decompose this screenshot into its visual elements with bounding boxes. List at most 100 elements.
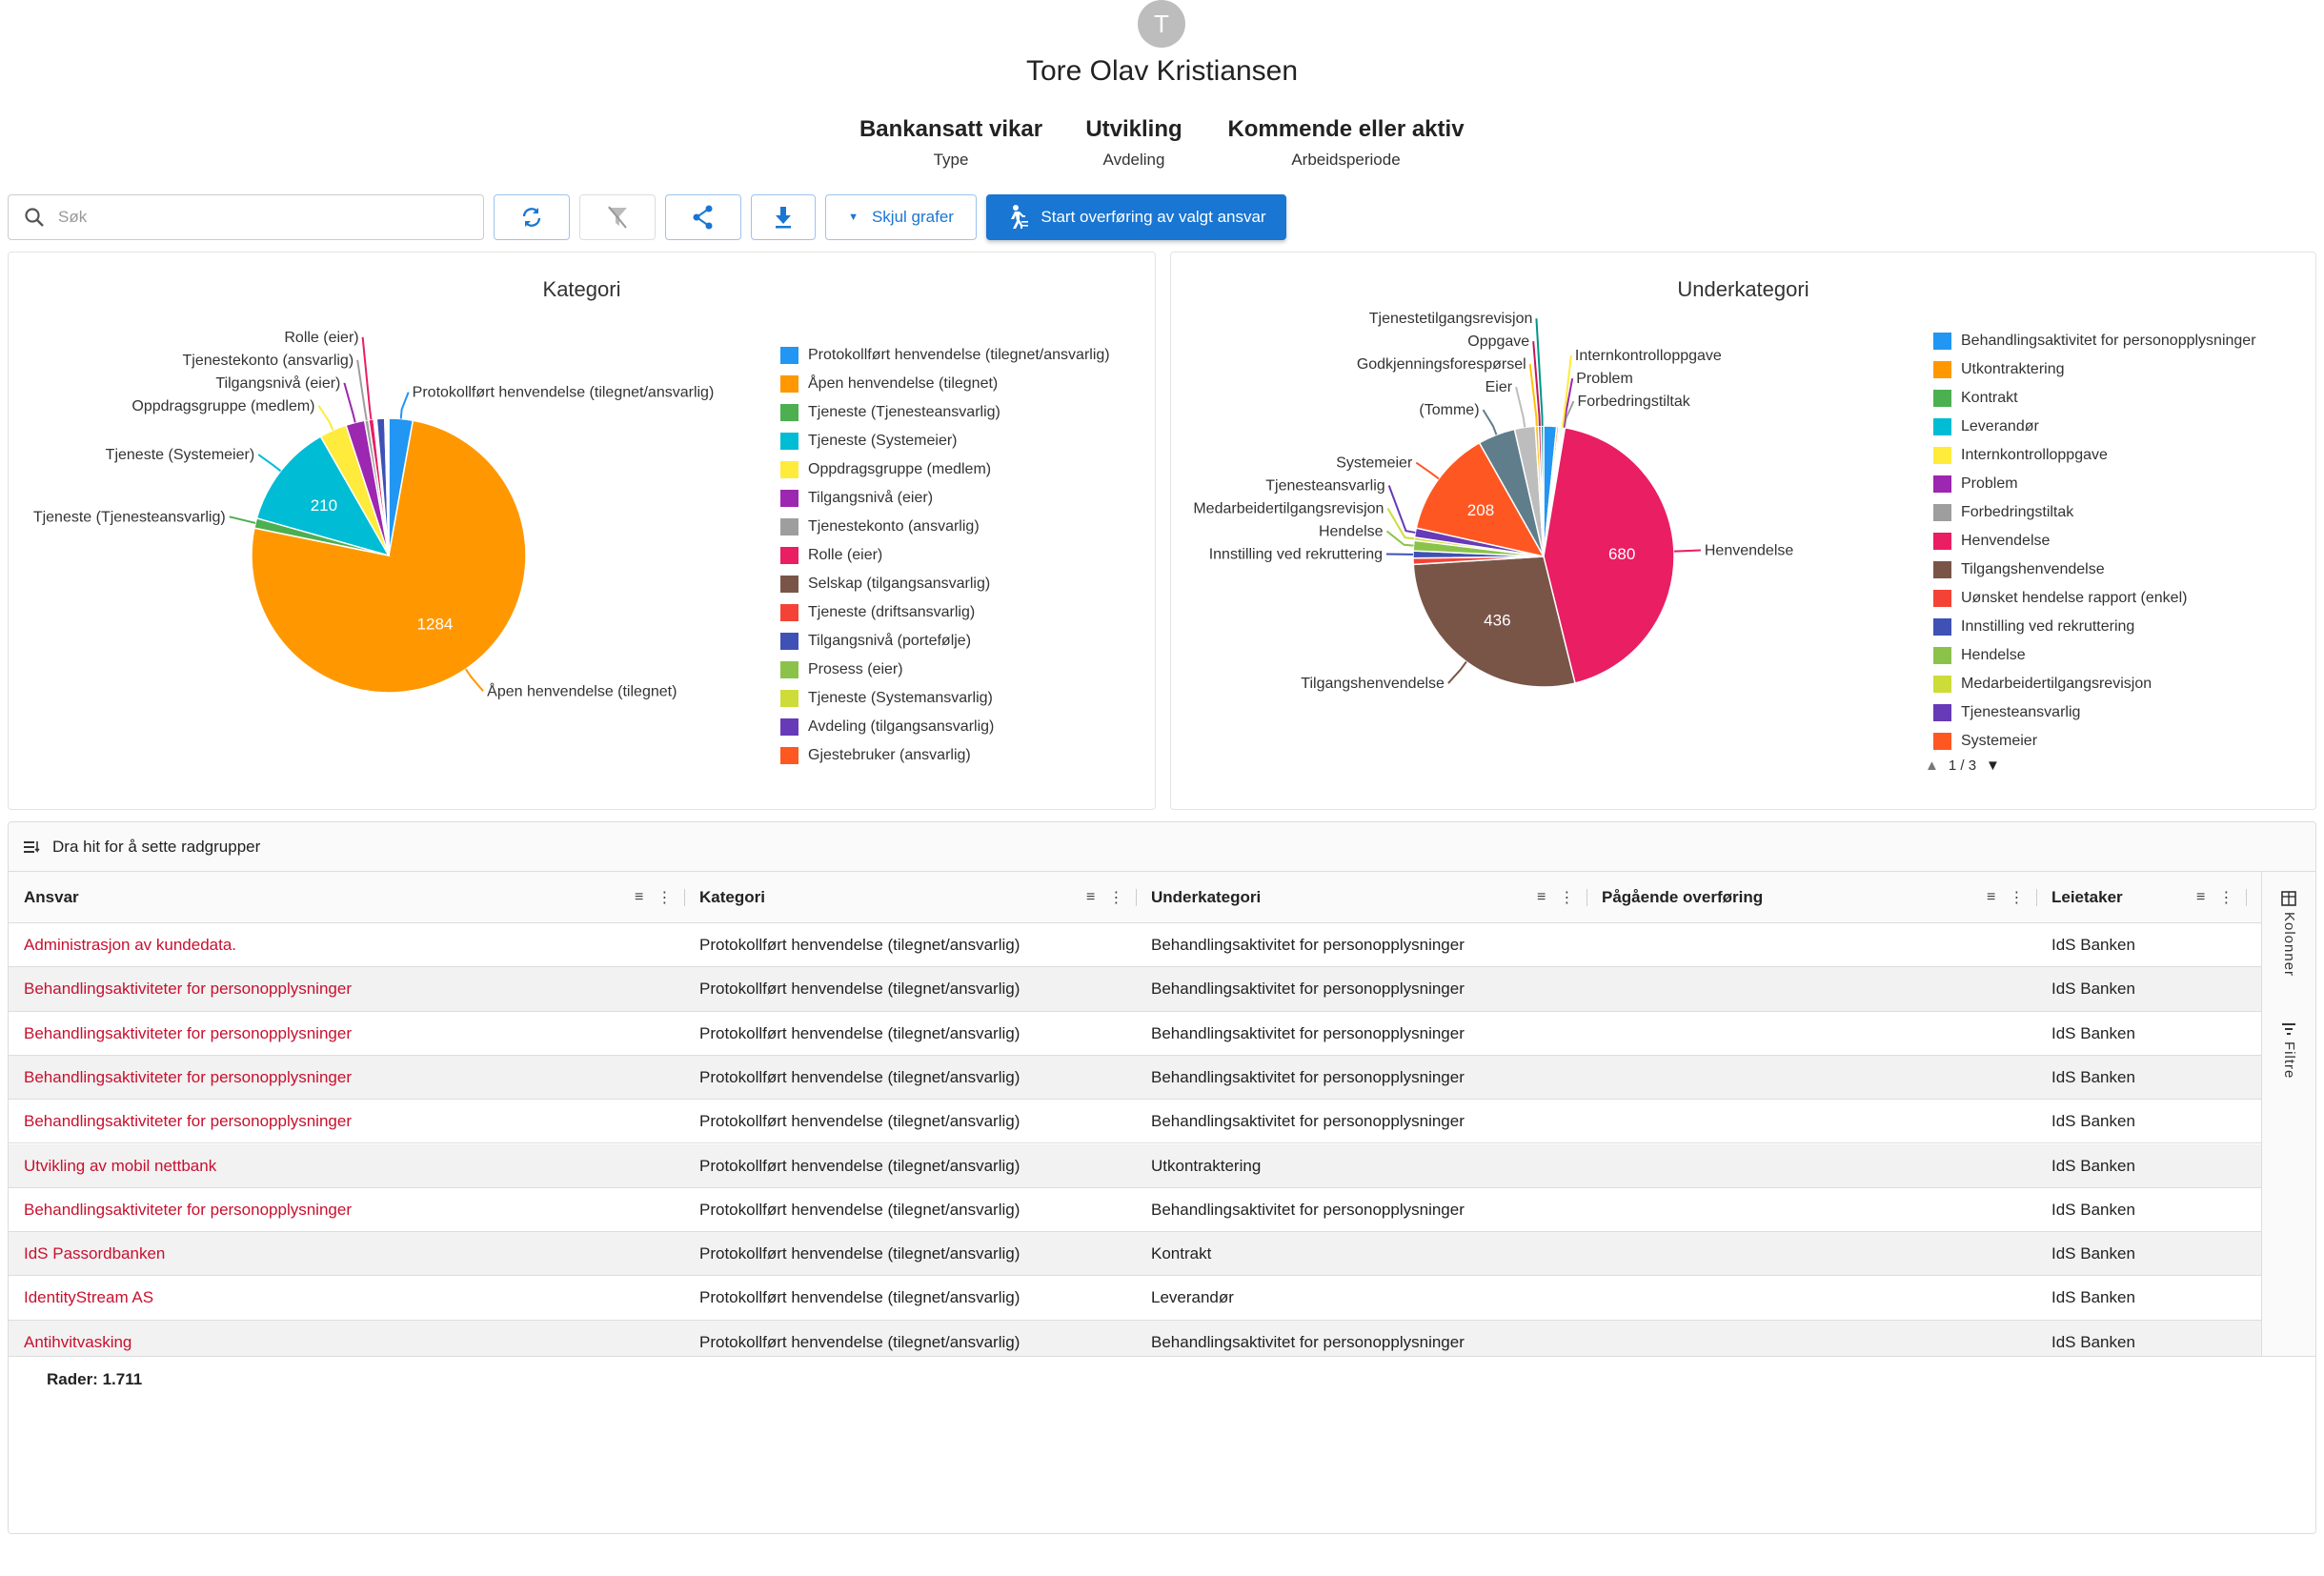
legend-item-prosess-eier[interactable]: Prosess (eier)	[780, 656, 1110, 684]
column-menu-icon[interactable]: ⋮	[2009, 890, 2025, 906]
table-row[interactable]: Behandlingsaktiviteter for personopplysn…	[9, 1055, 2261, 1101]
pie-slice-tjeneste-systemeier[interactable]	[255, 435, 391, 557]
legend-item-hendelse[interactable]: Hendelse	[1933, 641, 2256, 670]
search-input[interactable]: Søk	[8, 194, 484, 240]
legend-item-utkontraktering[interactable]: Utkontraktering	[1933, 355, 2256, 384]
legend-item-leverand-r[interactable]: Leverandør	[1933, 413, 2256, 441]
pie-slice-a-pen-henvendelse-tilegnet[interactable]	[251, 419, 527, 694]
ansvar-link[interactable]: Utvikling av mobil nettbank	[24, 1156, 217, 1175]
legend-item-tilgangshenvendelse[interactable]: Tilgangshenvendelse	[1933, 556, 2256, 584]
pie-slice-gjestebruker-ansvarlig[interactable]	[387, 417, 390, 556]
slice-label: Oppdragsgruppe (medlem)	[131, 398, 314, 414]
table-row[interactable]: Administrasjon av kundedata. Protokollfør…	[9, 923, 2261, 968]
filters-panel-button[interactable]: Filtre	[2281, 1022, 2297, 1079]
pie-slice-systemeier[interactable]	[1415, 441, 1546, 558]
legend-item-tjeneste-tjenesteansvarlig[interactable]: Tjeneste (Tjenesteansvarlig)	[780, 398, 1110, 427]
ansvar-link[interactable]: Behandlingsaktiviteter for personopplysn…	[24, 980, 352, 999]
label-connector	[399, 392, 410, 419]
column-resize-handle[interactable]	[2246, 889, 2247, 906]
ansvar-link[interactable]: Administrasjon av kundedata.	[24, 936, 237, 954]
column-resize-handle[interactable]	[684, 889, 685, 906]
legend-item-tjeneste-systemansvarlig[interactable]: Tjeneste (Systemansvarlig)	[780, 684, 1110, 713]
table-row[interactable]: Behandlingsaktiviteter for personopplysn…	[9, 1012, 2261, 1056]
legend-swatch	[1933, 733, 1951, 750]
legend-item-medarbeidertilgangsrevisjon[interactable]: Medarbeidertilgangsrevisjon	[1933, 670, 2256, 698]
legend-item-u-nsket-hendelse-rapport-enkel[interactable]: Uønsket hendelse rapport (enkel)	[1933, 584, 2256, 613]
column-filter-icon[interactable]: ≡	[2196, 889, 2206, 905]
ansvar-link[interactable]: Behandlingsaktiviteter for personopplysn…	[24, 1067, 352, 1086]
column-filter-icon[interactable]: ≡	[1086, 889, 1096, 905]
pie-slice-tilgangshenvendelse[interactable]	[1412, 556, 1576, 688]
start-transfer-button[interactable]: Start overføring av valgt ansvar	[986, 194, 1286, 240]
column-header-underkategori[interactable]: Underkategori	[1151, 888, 1262, 906]
table-row[interactable]: Behandlingsaktiviteter for personopplysn…	[9, 967, 2261, 1012]
column-menu-icon[interactable]: ⋮	[1108, 890, 1124, 906]
legend-item-tilgangsniva-eier[interactable]: Tilgangsnivå (eier)	[780, 484, 1110, 513]
share-button[interactable]	[665, 194, 741, 240]
column-menu-icon[interactable]: ⋮	[657, 890, 673, 906]
column-filter-icon[interactable]: ≡	[1987, 889, 1996, 905]
clear-filter-button[interactable]	[579, 194, 656, 240]
legend-item-tilgangsniva-portef-lje[interactable]: Tilgangsnivå (portefølje)	[780, 627, 1110, 656]
column-filter-icon[interactable]: ≡	[635, 889, 644, 905]
legend-item-gjestebruker-ansvarlig[interactable]: Gjestebruker (ansvarlig)	[780, 741, 1110, 770]
table-row[interactable]: Behandlingsaktiviteter for personopplysn…	[9, 1100, 2261, 1144]
legend-item-problem[interactable]: Problem	[1933, 470, 2256, 498]
ansvar-link[interactable]: Antihvitvasking	[24, 1332, 132, 1351]
column-menu-icon[interactable]: ⋮	[2218, 890, 2234, 906]
legend-label: Kontrakt	[1961, 390, 2018, 406]
legend-item-systemeier[interactable]: Systemeier	[1933, 727, 2256, 756]
legend-item-internkontrolloppgave[interactable]: Internkontrolloppgave	[1933, 441, 2256, 470]
legend-item-tjenestekonto-ansvarlig[interactable]: Tjenestekonto (ansvarlig)	[780, 513, 1110, 541]
legend-item-selskap-tilgangsansvarlig[interactable]: Selskap (tilgangsansvarlig)	[780, 570, 1110, 598]
hide-charts-button[interactable]: ▼ Skjul grafer	[825, 194, 977, 240]
table-row[interactable]: Antihvitvasking Protokollført henvendelse…	[9, 1320, 2261, 1356]
cell-underkategori: Leverandør	[1151, 1288, 1234, 1307]
ansvar-link[interactable]: IdentityStream AS	[24, 1288, 154, 1307]
column-header-kategori[interactable]: Kategori	[699, 888, 765, 906]
legend-item-tjeneste-systemeier[interactable]: Tjeneste (Systemeier)	[780, 427, 1110, 455]
legend-item-avdeling-tilgangsansvarlig[interactable]: Avdeling (tilgangsansvarlig)	[780, 713, 1110, 741]
legend-item-oppdragsgruppe-medlem[interactable]: Oppdragsgruppe (medlem)	[780, 455, 1110, 484]
legend-item-a-pen-henvendelse-tilegnet[interactable]: Åpen henvendelse (tilegnet)	[780, 370, 1110, 398]
refresh-button[interactable]	[494, 194, 570, 240]
legend-item-tjenesteansvarlig[interactable]: Tjenesteansvarlig	[1933, 698, 2256, 727]
legend-item-behandlingsaktivitet-for-personopplysninger[interactable]: Behandlingsaktivitet for personopplysnin…	[1933, 327, 2256, 355]
column-filter-icon[interactable]: ≡	[1537, 889, 1546, 905]
download-button[interactable]	[751, 194, 816, 240]
column-resize-handle[interactable]	[1586, 889, 1587, 906]
legend-item-protokollf-rt-henvendelse-tilegnet-ansvarlig[interactable]: Protokollført henvendelse (tilegnet/ansv…	[780, 341, 1110, 370]
slice-label: Oppgave	[1467, 333, 1529, 350]
label-connector	[1563, 400, 1575, 428]
column-header-ansvar[interactable]: Ansvar	[24, 888, 79, 906]
column-menu-icon[interactable]: ⋮	[1559, 890, 1575, 906]
legend-item-rolle-eier[interactable]: Rolle (eier)	[780, 541, 1110, 570]
legend-item-forbedringstiltak[interactable]: Forbedringstiltak	[1933, 498, 2256, 527]
pie-slice-henvendelse[interactable]	[1543, 426, 1675, 684]
cell-underkategori: Kontrakt	[1151, 1244, 1212, 1263]
ansvar-link[interactable]: Behandlingsaktiviteter for personopplysn…	[24, 1200, 352, 1219]
table-row[interactable]: Utvikling av mobil nettbank Protokollført…	[9, 1143, 2261, 1188]
legend-swatch	[780, 518, 798, 535]
legend-item-innstilling-ved-rekruttering[interactable]: Innstilling ved rekruttering	[1933, 613, 2256, 641]
ansvar-link[interactable]: IdS Passordbanken	[24, 1244, 166, 1263]
table-row[interactable]: IdS Passordbanken Protokollført henvendel…	[9, 1232, 2261, 1277]
column-header-pa-ga-ende-overf-ring[interactable]: Pågående overføring	[1602, 888, 1764, 906]
legend-item-henvendelse[interactable]: Henvendelse	[1933, 527, 2256, 556]
legend-page-up-icon[interactable]: ▲	[1925, 758, 1939, 774]
table-row[interactable]: IdentityStream AS Protokollført henvendel…	[9, 1276, 2261, 1321]
legend-page-down-icon[interactable]: ▼	[1986, 758, 2000, 774]
row-group-drop-zone[interactable]: Dra hit for å sette radgrupper	[9, 822, 2315, 872]
column-resize-handle[interactable]	[2036, 889, 2037, 906]
column-header-leietaker[interactable]: Leietaker	[2051, 888, 2123, 906]
table-row[interactable]: Behandlingsaktiviteter for personopplysn…	[9, 1188, 2261, 1233]
cell-leietaker: IdS Banken	[2051, 1067, 2135, 1086]
ansvar-link[interactable]: Behandlingsaktiviteter for personopplysn…	[24, 1023, 352, 1042]
slice-label: Tilgangsnivå (eier)	[215, 374, 340, 392]
ansvar-link[interactable]: Behandlingsaktiviteter for personopplysn…	[24, 1112, 352, 1131]
legend-item-tjeneste-driftsansvarlig[interactable]: Tjeneste (driftsansvarlig)	[780, 598, 1110, 627]
legend-item-kontrakt[interactable]: Kontrakt	[1933, 384, 2256, 413]
columns-panel-button[interactable]: Kolonner	[2281, 891, 2297, 977]
pie-slice-tjenestetilgangsrevisjon[interactable]	[1540, 425, 1545, 557]
column-resize-handle[interactable]	[1136, 889, 1137, 906]
